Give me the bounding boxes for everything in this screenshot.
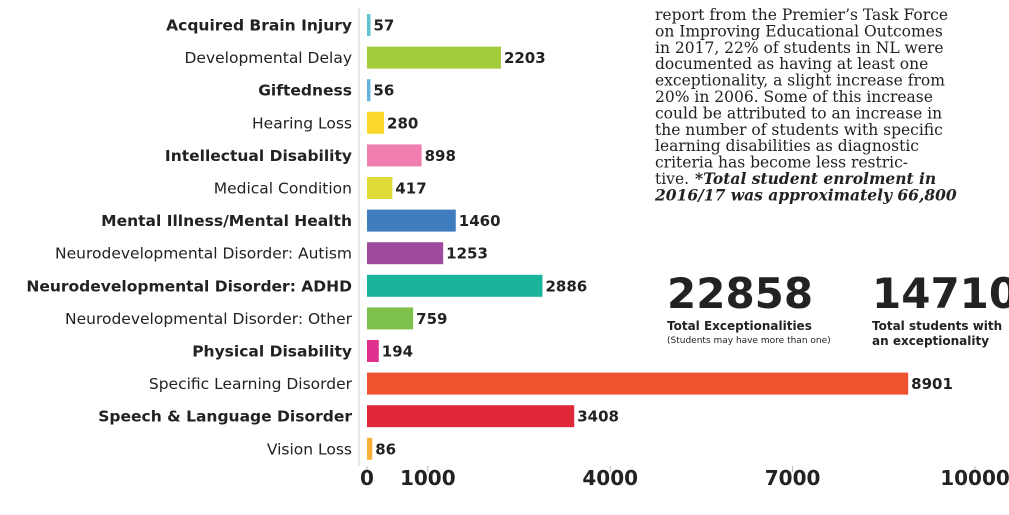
value-label: 8901 xyxy=(911,375,953,393)
value-label: 1253 xyxy=(446,245,488,263)
bar xyxy=(367,46,501,69)
bar xyxy=(367,437,373,460)
category-label: Medical Condition xyxy=(214,180,352,198)
bar xyxy=(367,14,371,36)
paragraph-line: learning disabilities as diagnostic xyxy=(655,137,919,155)
bar xyxy=(367,79,371,102)
bar xyxy=(367,177,393,199)
x-tick-label: 7000 xyxy=(765,466,821,490)
category-label: Speech & Language Disorder xyxy=(98,408,352,426)
value-label: 194 xyxy=(382,343,413,361)
value-label: 898 xyxy=(425,147,456,165)
bar xyxy=(367,307,414,330)
emphasis: *Total student enrolment in xyxy=(695,169,936,188)
paragraph-line: report from the Premier’s Task Force xyxy=(655,6,948,24)
category-label: Physical Disability xyxy=(192,343,352,361)
category-label: Neurodevelopmental Disorder: ADHD xyxy=(26,277,352,295)
category-label: Acquired Brain Injury xyxy=(166,17,352,35)
paragraph-line: criteria has become less restric- xyxy=(655,154,908,172)
value-label: 280 xyxy=(387,114,418,132)
value-label: 86 xyxy=(375,440,396,458)
bar xyxy=(367,340,379,362)
value-label: 759 xyxy=(416,310,447,328)
paragraph-line: in 2017, 22% of students in NL were xyxy=(655,39,944,57)
value-label: 2886 xyxy=(545,277,587,295)
category-label: Neurodevelopmental Disorder: Autism xyxy=(55,245,352,263)
category-label: Neurodevelopmental Disorder: Other xyxy=(65,310,353,328)
x-tick-label: 10000 xyxy=(940,466,1009,490)
category-label: Intellectual Disability xyxy=(165,147,352,165)
category-label: Developmental Delay xyxy=(184,49,352,67)
paragraph-line: 20% in 2006. Some of this increase xyxy=(655,88,933,106)
category-label: Giftedness xyxy=(258,82,352,100)
paragraph-line: could be attributed to an increase in xyxy=(655,104,942,122)
category-label: Vision Loss xyxy=(267,440,352,458)
x-tick-label: 1000 xyxy=(400,466,456,490)
paragraph-line: exceptionality, a slight increase from xyxy=(655,72,945,90)
bar xyxy=(367,405,575,428)
value-label: 1460 xyxy=(459,212,501,230)
value-label: 56 xyxy=(373,82,394,100)
paragraph-line: 2016/17 was approximately 66,800 xyxy=(654,185,957,204)
x-tick-label: 4000 xyxy=(582,466,638,490)
value-label: 57 xyxy=(373,17,394,35)
x-tick-label: 0 xyxy=(360,466,374,490)
bar xyxy=(367,274,543,297)
bar xyxy=(367,372,909,395)
stat-label: Total students with xyxy=(872,319,1002,333)
paragraph-line: on Improving Educational Outcomes xyxy=(655,22,943,40)
stat-number: 14710 xyxy=(872,269,1009,318)
stat-note: (Students may have more than one) xyxy=(667,336,831,346)
bar xyxy=(367,242,444,265)
bar xyxy=(367,144,422,167)
category-label: Specific Learning Disorder xyxy=(149,375,353,393)
value-label: 2203 xyxy=(504,49,546,67)
category-label: Mental Illness/Mental Health xyxy=(101,212,352,230)
stat-label: Total Exceptionalities xyxy=(667,319,812,333)
stat-number: 22858 xyxy=(667,269,813,318)
paragraph-line: documented as having at least one xyxy=(655,55,928,73)
category-label: Hearing Loss xyxy=(252,114,352,132)
bar xyxy=(367,111,385,134)
value-label: 3408 xyxy=(577,408,619,426)
stat-label: an exceptionality xyxy=(872,334,989,348)
bar xyxy=(367,209,456,232)
paragraph-line: tive. *Total student enrolment in xyxy=(655,169,936,188)
paragraph-line: the number of students with specific xyxy=(655,121,943,139)
value-label: 417 xyxy=(395,180,426,198)
